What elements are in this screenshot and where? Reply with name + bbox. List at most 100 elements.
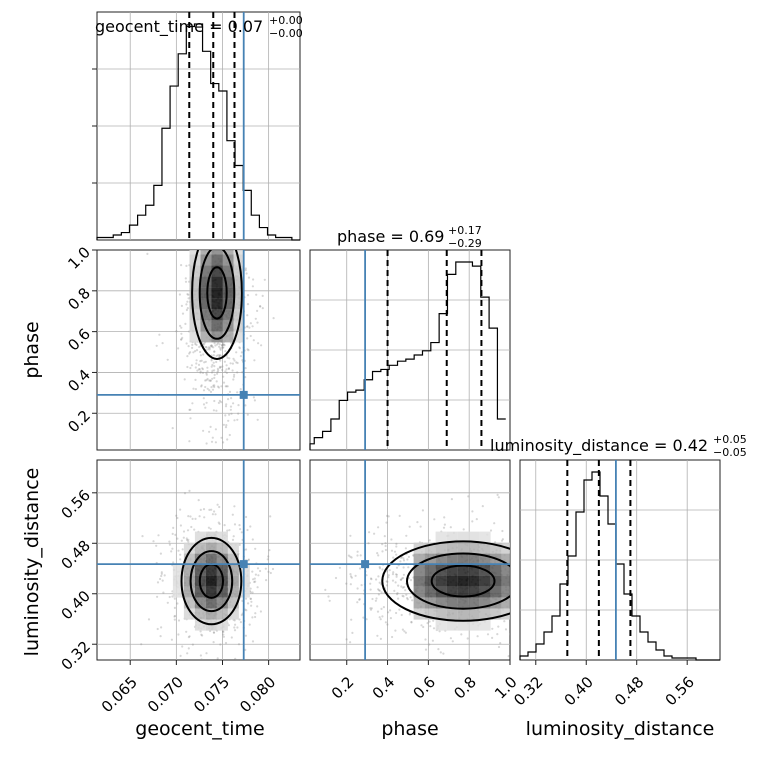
sample-point <box>256 321 259 324</box>
sample-point <box>395 575 398 578</box>
y-tick-label: 0.48 <box>58 537 94 573</box>
x-tick-label: 0.065 <box>98 673 141 716</box>
sample-point <box>225 368 228 371</box>
sample-point <box>222 630 225 633</box>
sample-point <box>202 429 205 432</box>
sample-point <box>384 621 387 624</box>
sample-point <box>324 588 327 592</box>
sample-point <box>173 614 177 618</box>
sample-point <box>206 387 209 390</box>
density-cell <box>211 331 223 343</box>
sample-point <box>160 626 163 629</box>
sample-point <box>207 348 210 351</box>
title-main: luminosity_distance = 0.42 <box>490 436 708 456</box>
sample-point <box>512 539 514 541</box>
sample-point <box>201 371 205 374</box>
sample-point <box>246 337 249 340</box>
sample-point <box>416 521 419 524</box>
sample-point <box>230 412 233 415</box>
sample-point <box>400 585 403 588</box>
sample-point <box>226 449 229 450</box>
sample-point <box>368 531 371 534</box>
sample-point <box>208 379 211 382</box>
sample-point <box>358 567 362 570</box>
density-cell <box>468 531 480 543</box>
sample-point <box>238 524 241 527</box>
density-cell <box>501 597 510 609</box>
sample-point <box>251 591 254 594</box>
density-cell <box>189 298 201 310</box>
sample-point <box>233 626 236 629</box>
sample-point <box>188 635 191 638</box>
sample-point <box>226 438 229 441</box>
sample-point <box>220 344 224 347</box>
title-main: phase = 0.69 <box>337 227 444 246</box>
sample-point <box>212 384 215 387</box>
sample-point <box>223 360 226 363</box>
sample-point <box>493 522 496 525</box>
sample-point <box>213 385 216 389</box>
sample-point <box>180 326 183 329</box>
sample-point <box>185 264 188 267</box>
density-cell <box>211 265 223 277</box>
sample-point <box>411 599 414 602</box>
density-cell <box>205 586 217 598</box>
x-tick-label: 0.32 <box>510 673 546 709</box>
density-cell <box>233 265 245 277</box>
sample-point <box>516 574 518 576</box>
panel-content <box>302 460 518 673</box>
sample-point <box>391 635 394 639</box>
sample-point <box>209 390 213 393</box>
sample-point <box>219 347 222 350</box>
sample-point <box>451 640 454 643</box>
sample-point <box>209 379 212 382</box>
sample-point <box>374 599 377 602</box>
density-cell <box>435 542 447 554</box>
sample-point <box>211 363 214 367</box>
sample-point <box>208 430 211 433</box>
sample-point <box>222 630 225 634</box>
sample-point <box>439 671 441 673</box>
density-cell <box>490 575 502 587</box>
density-cell <box>216 553 228 565</box>
density-cell <box>194 542 206 554</box>
sample-point <box>203 516 206 519</box>
sample-point <box>224 426 228 429</box>
sample-point <box>181 548 184 551</box>
sample-point <box>404 589 407 592</box>
sample-point <box>189 515 192 518</box>
x-axis-label-luminosity-distance: luminosity_distance <box>526 718 715 740</box>
sample-point <box>327 595 330 598</box>
sample-point <box>195 343 198 346</box>
sample-point <box>221 365 224 368</box>
sample-point <box>396 592 399 595</box>
sample-point <box>187 538 190 541</box>
density-cell <box>424 542 436 554</box>
sample-point <box>205 346 208 349</box>
sample-point <box>349 573 352 576</box>
density-cell <box>211 287 223 299</box>
sample-point <box>356 601 359 604</box>
sample-point <box>226 385 229 388</box>
sample-point <box>404 547 407 550</box>
x-tick-label: 0.40 <box>561 673 597 709</box>
sample-point <box>233 523 237 526</box>
density-cell <box>216 531 228 543</box>
sample-point <box>402 595 405 598</box>
sample-point <box>449 526 452 529</box>
sample-point <box>486 633 490 636</box>
sample-point <box>302 556 304 558</box>
density-cell <box>468 575 480 587</box>
sample-point <box>428 643 431 646</box>
sample-point <box>501 529 504 533</box>
x-axis-label-geocent-time: geocent_time <box>135 718 264 740</box>
sample-point <box>512 591 514 593</box>
sample-point <box>176 537 179 540</box>
sample-point <box>240 531 243 534</box>
panel-luminosity-vs-geocent-time <box>96 459 301 661</box>
density-cell <box>183 608 195 620</box>
sample-point <box>180 304 183 307</box>
density-cell <box>194 597 206 609</box>
sample-point <box>259 569 262 573</box>
sample-point <box>428 620 431 623</box>
